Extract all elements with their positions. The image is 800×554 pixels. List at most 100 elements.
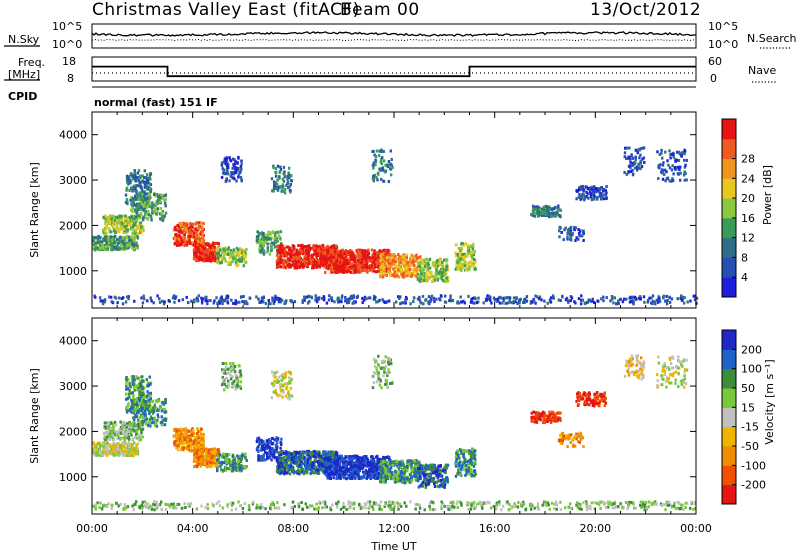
data-cell: [276, 263, 279, 267]
data-cell: [138, 226, 141, 230]
data-cell: [425, 279, 428, 283]
data-cell: [372, 261, 375, 264]
data-cell: [140, 225, 143, 229]
data-cell: [305, 295, 309, 299]
data-cell: [149, 382, 152, 386]
data-cell: [683, 296, 686, 300]
data-cell: [125, 450, 129, 454]
data-cell: [182, 225, 186, 229]
data-cell: [441, 267, 445, 271]
data-cell: [112, 443, 115, 447]
data-cell: [129, 181, 132, 185]
data-cell: [234, 166, 238, 170]
data-cell: [460, 246, 463, 250]
data-cell: [129, 452, 132, 455]
data-cell: [122, 246, 126, 250]
data-cell: [578, 193, 581, 196]
data-cell: [324, 250, 327, 254]
data-cell: [277, 255, 280, 259]
colorbar-tick-label: 16: [741, 212, 755, 225]
data-cell: [413, 255, 416, 259]
data-cell: [301, 260, 305, 264]
frequency-panel-frame: [91, 56, 697, 82]
data-cell: [311, 266, 314, 270]
data-cell: [315, 297, 318, 300]
data-cell: [270, 177, 274, 181]
frequency-lines: [92, 65, 696, 78]
data-cell: [230, 260, 233, 264]
data-cell: [386, 300, 389, 304]
data-cell: [277, 185, 280, 189]
data-cell: [206, 258, 210, 262]
data-cell: [163, 214, 166, 218]
data-cell: [138, 438, 141, 442]
data-cell: [104, 447, 107, 450]
data-cell: [689, 299, 692, 303]
data-cell: [201, 249, 204, 253]
data-cell: [301, 252, 305, 256]
data-cell: [376, 265, 380, 269]
data-cell: [349, 270, 353, 274]
data-cell: [404, 298, 407, 302]
data-cell: [131, 220, 135, 224]
data-cell: [558, 235, 561, 239]
data-cell: [146, 299, 149, 303]
data-cell: [139, 200, 143, 204]
data-cell: [327, 266, 330, 270]
data-cell: [558, 229, 561, 233]
data-cell: [147, 384, 150, 387]
data-cell: [162, 402, 165, 406]
data-cell: [222, 171, 225, 175]
data-cell: [441, 270, 444, 274]
data-cell: [419, 300, 422, 304]
data-cell: [426, 274, 429, 278]
data-cell: [98, 236, 101, 240]
data-cell: [120, 221, 124, 225]
data-cell: [272, 166, 275, 170]
data-cell: [307, 252, 311, 256]
data-cell: [133, 169, 136, 173]
data-cell: [605, 185, 608, 188]
data-cell: [127, 392, 131, 396]
data-cell: [525, 295, 529, 299]
data-cell: [389, 259, 392, 263]
data-cell: [109, 452, 112, 456]
data-cell: [241, 300, 244, 304]
data-cell: [298, 254, 301, 258]
data-cell: [148, 409, 151, 413]
data-cell: [240, 257, 244, 261]
data-cell: [103, 432, 106, 436]
data-cell: [669, 153, 672, 157]
data-cell: [182, 229, 186, 233]
data-cell: [601, 194, 604, 198]
data-cell: [202, 246, 206, 250]
data-cell: [419, 255, 422, 259]
data-cell: [379, 168, 382, 172]
data-cell: [278, 170, 281, 174]
data-cell: [347, 250, 350, 254]
data-cell: [135, 401, 139, 405]
data-cell: [216, 255, 220, 259]
data-cell: [463, 264, 467, 268]
data-cell: [371, 252, 374, 256]
data-cell: [110, 242, 114, 246]
data-cell: [146, 181, 150, 184]
data-cell: [217, 242, 221, 246]
data-cell: [498, 301, 502, 305]
data-cell: [144, 394, 147, 398]
data-cell: [104, 214, 107, 218]
data-cell: [132, 454, 135, 458]
data-cell: [586, 192, 590, 196]
data-cell: [344, 266, 347, 269]
freq-tick-top: 18: [62, 55, 76, 68]
data-cell: [684, 163, 687, 167]
data-cell: [380, 271, 383, 274]
data-cell: [115, 240, 119, 244]
data-cell: [641, 157, 644, 161]
data-cell: [111, 446, 115, 449]
data-cell: [240, 248, 243, 252]
data-cell: [295, 265, 298, 269]
data-cell: [603, 187, 606, 191]
